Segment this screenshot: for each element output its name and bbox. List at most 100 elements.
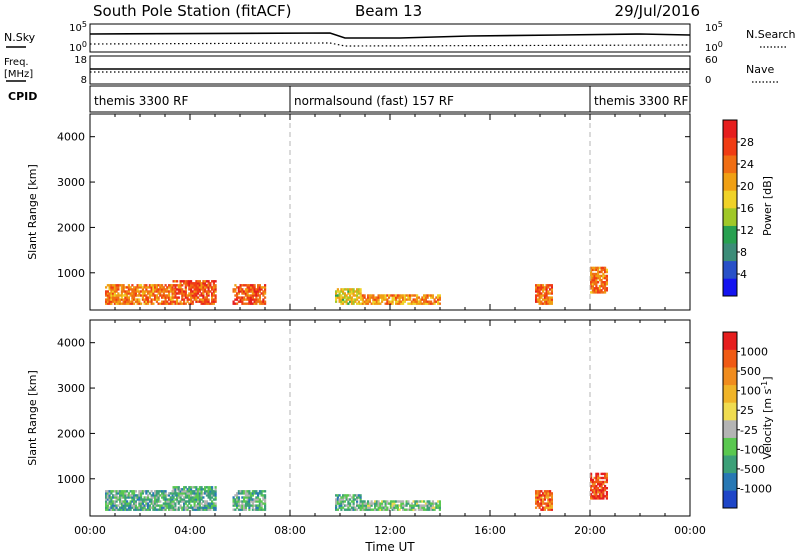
echo-cell	[197, 284, 200, 287]
echo-cell	[106, 284, 109, 287]
echo-cell	[605, 274, 608, 278]
echo-cell	[264, 302, 267, 305]
echo-cell	[152, 496, 155, 499]
echo-cell	[183, 302, 186, 305]
echo-cell	[402, 294, 405, 297]
echo-cell	[179, 288, 182, 291]
echo-cell	[602, 287, 605, 290]
echo-cell	[347, 288, 350, 291]
nave-label: Nave	[746, 63, 774, 76]
echo-cell	[367, 504, 370, 507]
colorbar-swatch	[723, 155, 737, 174]
echo-cell	[241, 506, 244, 509]
echo-cell	[600, 291, 603, 294]
echo-cell	[161, 284, 164, 287]
echo-cell	[126, 286, 129, 289]
echo-cell	[195, 292, 198, 295]
echo-cell	[133, 298, 136, 301]
echo-cell	[145, 286, 148, 289]
echo-cell	[591, 480, 594, 484]
echo-cell	[419, 504, 422, 507]
echo-cell	[193, 500, 196, 503]
echo-cell	[131, 494, 134, 497]
echo-cell	[136, 294, 139, 297]
echo-cell	[375, 502, 378, 505]
echo-cell	[174, 486, 177, 489]
echo-cell	[590, 487, 593, 490]
echo-cell	[150, 288, 153, 291]
echo-cell	[236, 498, 239, 501]
echo-cell	[195, 506, 198, 509]
echo-cell	[164, 508, 167, 511]
echo-cell	[211, 492, 214, 495]
echo-cell	[110, 506, 113, 509]
echo-cell	[108, 284, 111, 287]
echo-cell	[237, 498, 240, 501]
echo-cell	[198, 290, 201, 293]
echo-cell	[350, 288, 353, 291]
colorbar-tick-label: 24	[740, 158, 754, 171]
echo-cell	[407, 502, 410, 505]
echo-cell	[138, 500, 141, 503]
echo-cell	[154, 504, 157, 507]
echo-cell	[400, 504, 403, 507]
echo-cell	[367, 302, 370, 305]
echo-cell	[184, 292, 187, 295]
echo-cell	[241, 298, 244, 301]
echo-cell	[343, 508, 346, 511]
echo-cell	[195, 282, 198, 285]
echo-cell	[426, 294, 429, 297]
echo-cell	[244, 292, 247, 295]
echo-cell	[179, 492, 182, 495]
echo-cell	[400, 302, 403, 305]
echo-cell	[547, 498, 550, 501]
echo-cell	[345, 508, 348, 511]
echo-cell	[236, 302, 239, 305]
echo-cell	[162, 492, 165, 495]
echo-cell	[150, 502, 153, 505]
echo-cell	[193, 282, 196, 285]
echo-cell	[237, 502, 240, 505]
echo-cell	[179, 302, 182, 305]
echo-cell	[335, 296, 338, 299]
tick-exponent: 0	[718, 40, 723, 49]
echo-cell	[345, 504, 348, 507]
echo-cell	[198, 490, 201, 493]
echo-cell	[361, 504, 364, 507]
echo-cell	[164, 284, 167, 287]
echo-cell	[148, 300, 151, 303]
echo-cell	[547, 502, 550, 505]
echo-cell	[595, 278, 598, 282]
echo-cell	[143, 284, 146, 287]
echo-cell	[604, 266, 607, 270]
echo-cell	[549, 502, 552, 505]
echo-cell	[338, 502, 341, 505]
echo-cell	[181, 506, 184, 509]
echo-cell	[361, 296, 364, 299]
echo-cell	[374, 300, 377, 303]
echo-cell	[260, 302, 263, 305]
echo-cell	[105, 294, 108, 297]
echo-cell	[145, 492, 148, 495]
echo-cell	[593, 268, 596, 272]
echo-cell	[190, 496, 193, 499]
echo-cell	[340, 508, 343, 511]
echo-cell	[172, 288, 175, 291]
echo-cell	[183, 504, 186, 507]
echo-cell	[598, 495, 601, 498]
echo-cell	[108, 490, 111, 493]
echo-cell	[127, 300, 130, 303]
echo-cell	[119, 302, 122, 305]
echo-cell	[431, 508, 434, 511]
echo-cell	[122, 294, 125, 297]
echo-cell	[347, 506, 350, 509]
echo-cell	[335, 500, 338, 503]
echo-cell	[241, 500, 244, 503]
echo-cell	[437, 506, 440, 509]
echo-cell	[543, 292, 546, 295]
echo-cell	[113, 288, 116, 291]
echo-cell	[257, 504, 260, 507]
echo-cell	[438, 504, 441, 507]
echo-cell	[184, 288, 187, 291]
echo-cell	[159, 508, 162, 511]
